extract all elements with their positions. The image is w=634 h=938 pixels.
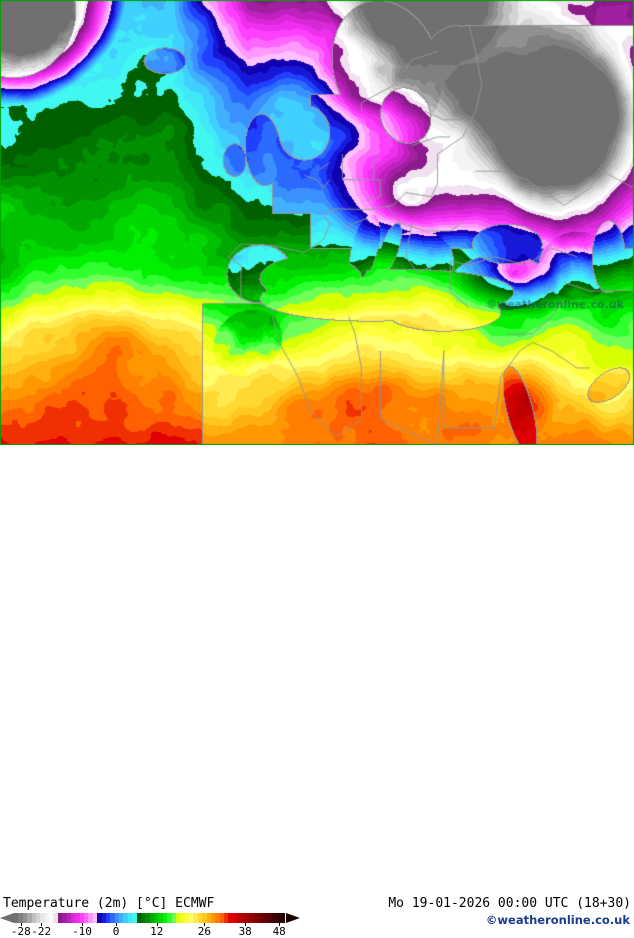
temperature-color-scale: -28 -22 -10 0 12 26 38 48	[0, 911, 320, 938]
scale-tick-label: 12	[150, 925, 164, 938]
footer-bar: Temperature (2m) [°C] ECMWF Mo 19-01-202…	[0, 445, 634, 938]
map-panel[interactable]	[0, 0, 634, 445]
scale-tick-label: 26	[197, 925, 212, 938]
scale-tick-label: 0	[112, 925, 120, 938]
scale-tick-labels: -28 -22 -10 0 12 26 38 48	[0, 923, 320, 938]
model-run-timestamp: Mo 19-01-2026 00:00 UTC (18+30)	[388, 896, 631, 911]
scale-tick-label: 48	[272, 925, 286, 938]
scale-gradient	[14, 913, 286, 923]
product-title: Temperature (2m) [°C] ECMWF	[3, 896, 215, 911]
scale-tick-label: -10	[72, 925, 92, 938]
temperature-map-canvas[interactable]	[0, 0, 634, 445]
scale-tick-label: -28	[10, 925, 31, 938]
copyright-credit: ©weatheronline.co.uk	[485, 913, 630, 927]
scale-left-cap-icon	[0, 913, 14, 923]
scale-tick-label: 38	[238, 925, 252, 938]
scale-swatch	[280, 913, 286, 923]
scale-tick-label: -22	[31, 925, 52, 938]
scale-right-cap-icon	[286, 913, 300, 923]
